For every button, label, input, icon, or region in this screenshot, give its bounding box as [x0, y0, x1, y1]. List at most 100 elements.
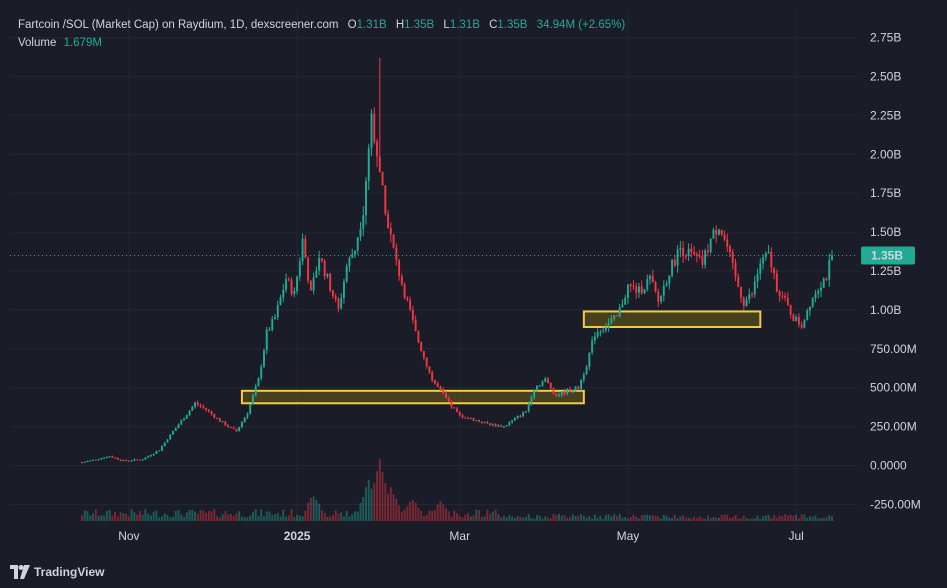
- volume-bar: [461, 517, 464, 521]
- candle-body: [789, 305, 792, 315]
- volume-bar: [588, 516, 591, 521]
- candle-body: [795, 317, 798, 322]
- volume-bar: [213, 509, 216, 521]
- candle-body: [326, 273, 329, 277]
- candle-body: [808, 306, 811, 311]
- volume-bar: [673, 514, 676, 521]
- volume-bar: [775, 517, 778, 521]
- volume-bar: [191, 509, 194, 521]
- candle-body: [511, 420, 514, 423]
- volume-bar: [756, 515, 759, 521]
- candle-body: [450, 401, 453, 408]
- candle-body: [764, 253, 767, 258]
- volume-bar: [403, 509, 406, 521]
- volume-bar: [400, 511, 403, 521]
- volume-bar: [133, 512, 136, 521]
- candle-body: [549, 382, 552, 389]
- volume-bar: [596, 517, 599, 521]
- candle-body: [693, 251, 696, 254]
- volume-bar: [679, 516, 682, 521]
- candle-body: [505, 425, 508, 427]
- candle-body: [172, 431, 174, 435]
- candle-body: [194, 402, 197, 407]
- volume-bar: [497, 514, 500, 521]
- volume-bar: [502, 516, 505, 521]
- candle-body: [591, 340, 594, 353]
- candle-body: [825, 278, 828, 280]
- y-tick-label: 2.25B: [870, 108, 901, 122]
- open-label: O: [347, 19, 357, 31]
- volume-bar: [177, 509, 180, 521]
- candle-body: [362, 215, 365, 229]
- volume-bar: [414, 502, 417, 521]
- candle-body: [814, 293, 817, 299]
- candle-body: [712, 229, 715, 239]
- volume-bar: [808, 516, 811, 521]
- volume-bar: [447, 511, 450, 521]
- volume-bar: [660, 518, 663, 521]
- candle-body: [566, 388, 569, 394]
- volume-bar: [480, 516, 483, 521]
- volume-bar: [202, 510, 205, 521]
- volume-bar: [367, 479, 370, 521]
- tradingview-brand[interactable]: TradingView: [10, 563, 104, 581]
- candle-body: [638, 286, 640, 293]
- brand-name: TradingView: [34, 565, 105, 579]
- volume-bar: [563, 515, 566, 521]
- symbol-title[interactable]: Fartcoin /SOL (Market Cap) on Raydium, 1…: [18, 19, 339, 31]
- volume-bar: [155, 510, 158, 521]
- volume-bar: [555, 515, 558, 521]
- candle-body: [169, 434, 172, 440]
- candle-body: [152, 453, 155, 456]
- candle-body: [122, 460, 125, 462]
- high-label: H: [395, 19, 405, 31]
- volume-bar: [640, 515, 643, 521]
- candle-body: [296, 276, 299, 292]
- volume-bar: [552, 514, 555, 521]
- candle-body: [188, 410, 191, 416]
- candle-body: [420, 341, 423, 352]
- candle-body: [701, 255, 704, 265]
- candle-body: [563, 391, 566, 394]
- candle-body: [205, 407, 208, 410]
- candle-body: [745, 299, 748, 306]
- volume-bar: [684, 517, 687, 521]
- candle-body: [422, 351, 425, 358]
- volume-bar: [221, 514, 224, 521]
- volume-bar: [720, 514, 723, 521]
- candle-body: [276, 304, 279, 318]
- candle-body: [781, 295, 784, 297]
- volume-bar: [582, 515, 585, 521]
- candle-body: [729, 246, 731, 253]
- volume-bar: [530, 518, 533, 521]
- volume-bar: [522, 517, 525, 521]
- volume-bar: [406, 506, 409, 521]
- volume-bar: [795, 514, 798, 521]
- volume-bar: [690, 518, 693, 521]
- candle-body: [89, 460, 92, 462]
- volume-bar: [486, 509, 489, 521]
- y-tick-label: 1.50B: [870, 225, 901, 239]
- volume-bar: [797, 518, 800, 521]
- volume-bar: [103, 515, 106, 521]
- candle-body: [640, 286, 643, 294]
- volume-bar: [635, 516, 638, 521]
- candle-body: [717, 229, 720, 235]
- candle-body: [665, 283, 668, 286]
- volume-bar: [566, 517, 569, 521]
- candle-body: [535, 385, 538, 390]
- candle-body: [403, 284, 406, 298]
- volume-bar: [392, 494, 395, 521]
- candle-body: [254, 386, 257, 396]
- candle-body: [753, 281, 756, 295]
- candle-body: [447, 398, 450, 402]
- volume-bar: [626, 518, 629, 521]
- candle-body: [213, 414, 216, 418]
- volume-bar: [285, 516, 288, 521]
- candle-body: [522, 411, 525, 417]
- candle-body: [676, 249, 679, 266]
- volume-bar: [665, 515, 668, 521]
- candle-body: [431, 372, 434, 381]
- candle-body: [392, 234, 395, 248]
